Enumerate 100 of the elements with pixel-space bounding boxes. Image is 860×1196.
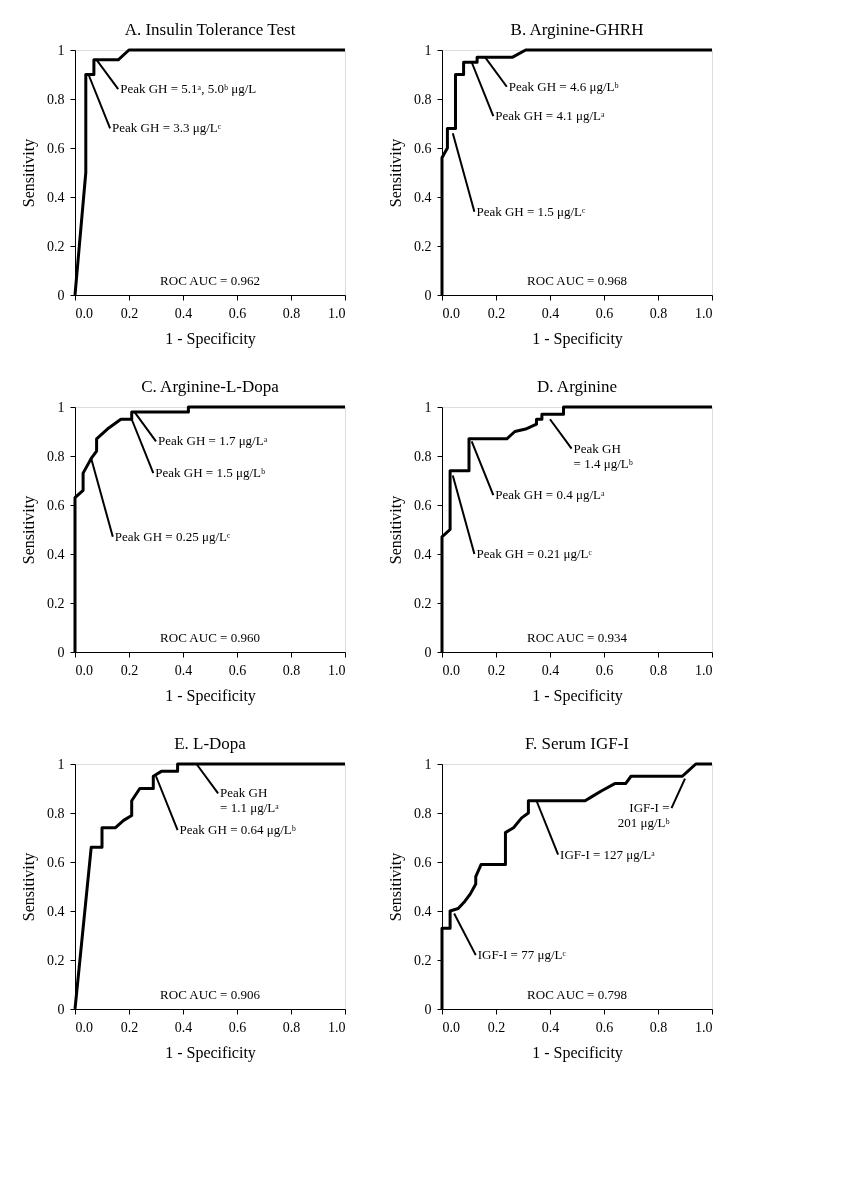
y-tick-label: 1 — [57, 399, 65, 415]
x-tick-label: 1.0 — [328, 1019, 346, 1035]
y-tick-label: 0.6 — [414, 854, 432, 870]
x-tick-label: 0.4 — [174, 305, 193, 321]
x-axis-title: 1 - Specificity — [532, 1043, 623, 1062]
x-tick-label: 1.0 — [695, 1019, 713, 1035]
y-tick-label: 1 — [424, 42, 432, 58]
annotation: IGF-I = 201 μg/Lᵇ — [617, 800, 670, 831]
y-tick-label: 0.4 — [47, 189, 65, 205]
annotation: ROC AUC = 0.934 — [527, 630, 628, 645]
x-tick-label: 0.0 — [75, 305, 93, 321]
annotation: Peak GH = 0.21 μg/Lᶜ — [476, 546, 593, 561]
annotation: Peak GH = 5.1ᵃ, 5.0ᵇ μg/L — [120, 81, 257, 97]
annotation: ROC AUC = 0.906 — [160, 987, 261, 1002]
y-tick-label: 0.2 — [414, 595, 432, 611]
x-tick-label: 0.2 — [120, 305, 139, 321]
y-axis-title: Sensitivity — [387, 852, 405, 922]
x-tick-label: 0.8 — [282, 305, 301, 321]
annotation: IGF-I = 77 μg/Lᶜ — [477, 947, 567, 963]
y-tick-label: 0.8 — [414, 91, 432, 107]
x-tick-label: 1.0 — [695, 305, 713, 321]
x-tick-label: 1.0 — [328, 662, 346, 678]
x-tick-label: 0.6 — [595, 1019, 614, 1035]
chart-title: D. Arginine — [537, 377, 617, 396]
y-axis-title: Sensitivity — [20, 138, 38, 208]
y-tick-label: 1 — [424, 756, 432, 772]
x-tick-label: 0.0 — [442, 662, 460, 678]
x-tick-label: 0.6 — [595, 662, 614, 678]
y-axis-title: Sensitivity — [20, 495, 38, 565]
chart-title: B. Arginine-GHRH — [510, 20, 644, 39]
annotation: Peak GH = 1.5 μg/Lᵇ — [155, 465, 265, 481]
y-tick-label: 0.8 — [47, 448, 65, 464]
y-tick-label: 0 — [424, 287, 432, 303]
annotation: Peak GH = 0.25 μg/Lᶜ — [114, 528, 231, 544]
annotation: Peak GH = 3.3 μg/Lᶜ — [112, 120, 222, 136]
y-tick-label: 0.4 — [414, 546, 432, 562]
y-tick-label: 0.4 — [414, 903, 432, 919]
y-tick-label: 0 — [57, 644, 65, 660]
y-tick-label: 0.2 — [47, 595, 65, 611]
y-tick-label: 0.6 — [47, 854, 65, 870]
chart-title: C. Arginine-L-Dopa — [141, 377, 280, 396]
x-tick-label: 0.4 — [174, 1019, 193, 1035]
chart-title: E. L-Dopa — [174, 734, 247, 753]
y-tick-label: 0.2 — [47, 952, 65, 968]
x-tick-label: 0.2 — [487, 1019, 506, 1035]
x-tick-label: 1.0 — [695, 662, 713, 678]
y-tick-label: 0.2 — [47, 238, 65, 254]
x-tick-label: 0.4 — [541, 1019, 560, 1035]
x-tick-label: 0.4 — [541, 305, 560, 321]
x-tick-label: 0.6 — [228, 305, 247, 321]
y-tick-label: 0 — [57, 287, 65, 303]
x-axis-title: 1 - Specificity — [165, 329, 256, 348]
y-tick-label: 0.8 — [414, 805, 432, 821]
y-tick-label: 0.2 — [414, 952, 432, 968]
x-axis-title: 1 - Specificity — [165, 1043, 256, 1062]
x-tick-label: 0.0 — [75, 1019, 93, 1035]
x-tick-label: 0.8 — [282, 662, 301, 678]
y-axis-title: Sensitivity — [387, 495, 405, 565]
x-tick-label: 0.2 — [487, 305, 506, 321]
y-tick-label: 0.6 — [414, 140, 432, 156]
x-tick-label: 0.8 — [649, 662, 668, 678]
x-tick-label: 0.8 — [649, 305, 668, 321]
annotation: Peak GH = 4.1 μg/Lᵃ — [495, 108, 605, 124]
y-tick-label: 1 — [57, 42, 65, 58]
x-tick-label: 1.0 — [328, 305, 346, 321]
annotation: Peak GH = 0.64 μg/Lᵇ — [179, 822, 296, 838]
y-tick-label: 1 — [57, 756, 65, 772]
x-axis-title: 1 - Specificity — [532, 686, 623, 705]
x-tick-label: 0.0 — [75, 662, 93, 678]
y-axis-title: Sensitivity — [387, 138, 405, 208]
y-tick-label: 0 — [57, 1001, 65, 1017]
annotation: ROC AUC = 0.798 — [527, 987, 627, 1002]
x-tick-label: 0.4 — [174, 662, 193, 678]
y-tick-label: 0.4 — [47, 903, 65, 919]
y-tick-label: 0.6 — [414, 497, 432, 513]
chart-title: F. Serum IGF-I — [525, 734, 630, 753]
x-tick-label: 0.0 — [442, 1019, 460, 1035]
y-axis-title: Sensitivity — [20, 852, 38, 922]
y-tick-label: 1 — [424, 399, 432, 415]
y-tick-label: 0.8 — [47, 91, 65, 107]
x-tick-label: 0.6 — [228, 1019, 247, 1035]
y-tick-label: 0.6 — [47, 140, 65, 156]
x-tick-label: 0.8 — [649, 1019, 668, 1035]
y-tick-label: 0.8 — [47, 805, 65, 821]
annotation: ROC AUC = 0.962 — [160, 273, 260, 288]
x-axis-title: 1 - Specificity — [165, 686, 256, 705]
annotation: Peak GH = 1.5 μg/Lᶜ — [476, 203, 587, 219]
x-tick-label: 0.4 — [541, 662, 560, 678]
annotation: IGF-I = 127 μg/Lᵃ — [560, 846, 656, 862]
x-tick-label: 0.2 — [120, 1019, 139, 1035]
x-tick-label: 0.6 — [228, 662, 247, 678]
x-tick-label: 0.6 — [595, 305, 614, 321]
x-tick-label: 0.2 — [120, 662, 139, 678]
annotation: ROC AUC = 0.960 — [160, 630, 260, 645]
x-tick-label: 0.0 — [442, 305, 460, 321]
annotation: Peak GH = 1.7 μg/Lᵃ — [158, 433, 268, 449]
y-tick-label: 0.4 — [414, 189, 432, 205]
y-tick-label: 0.2 — [414, 238, 432, 254]
annotation: Peak GH = 0.4 μg/Lᵃ — [495, 487, 605, 503]
y-tick-label: 0.6 — [47, 497, 65, 513]
